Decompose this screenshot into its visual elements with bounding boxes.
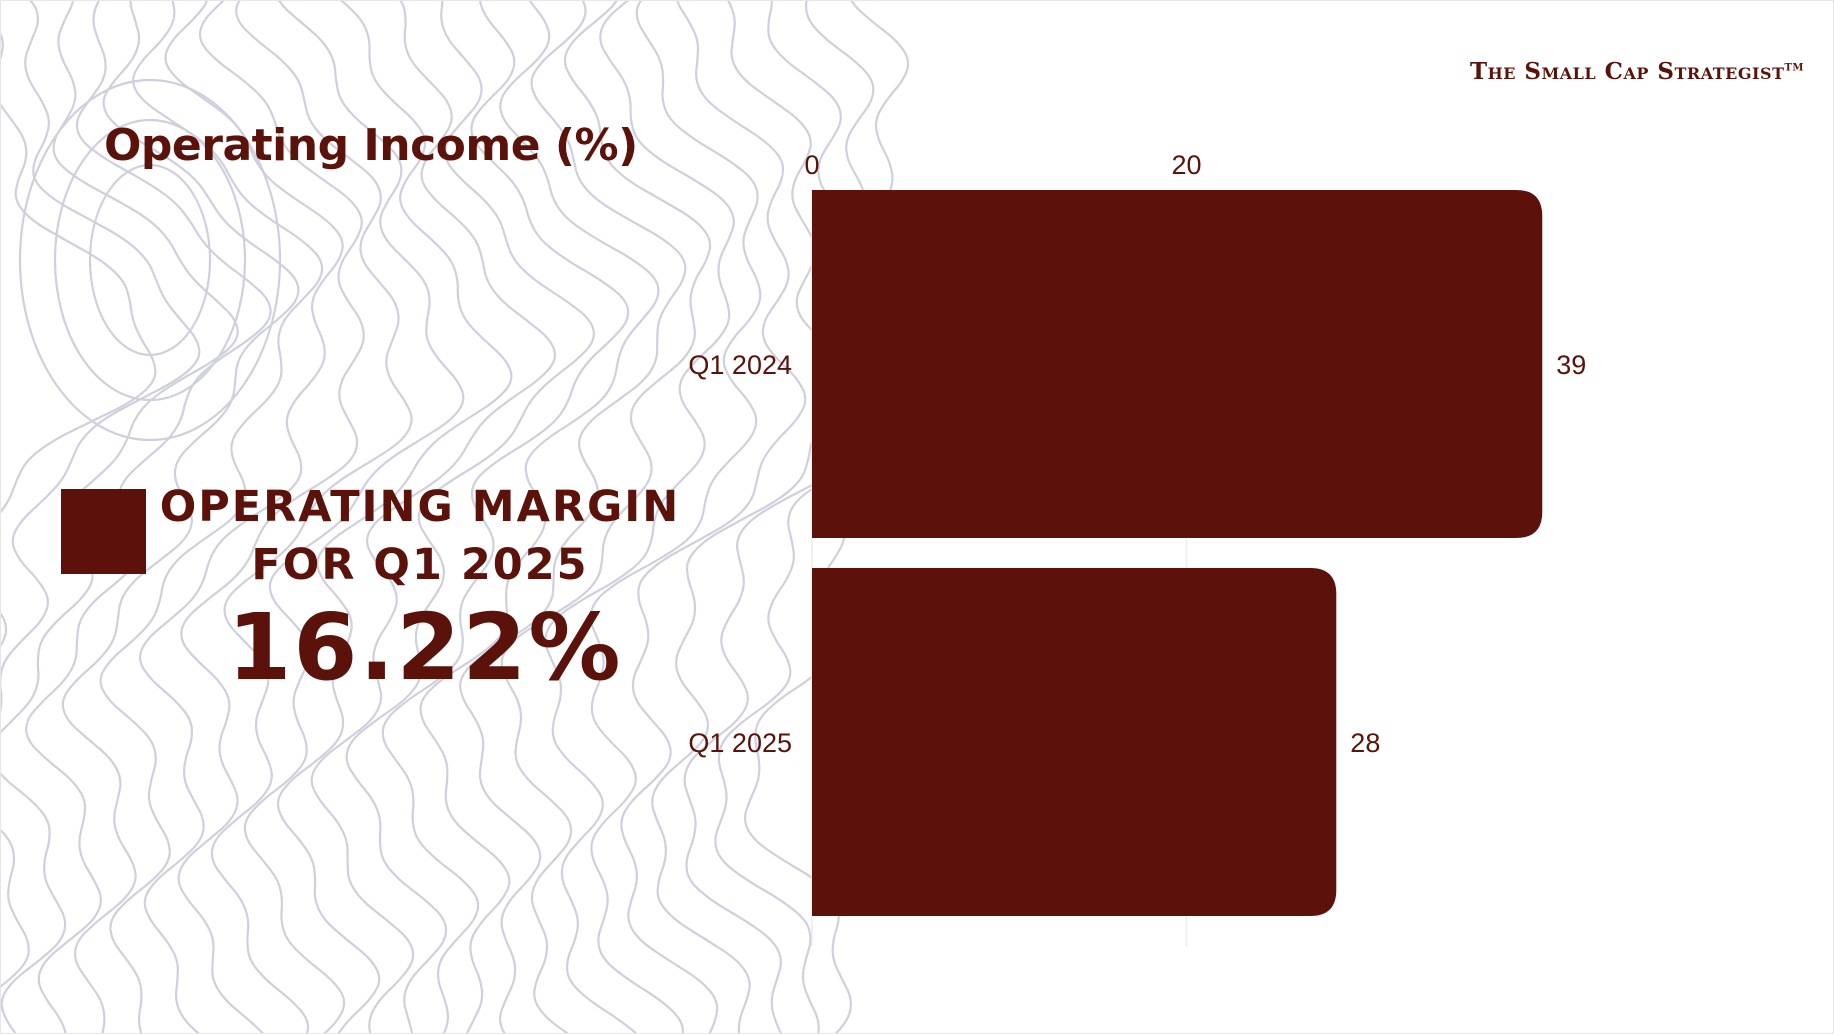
brand-logo: The Small Cap StrategistTM [1470,58,1804,85]
contour-loop [18,78,282,442]
contour-line [620,0,807,1034]
contour-line [138,0,344,1034]
kpi-value: 16.22% [227,594,623,701]
contour-loop [88,163,212,357]
data-label: 28 [1350,728,1380,758]
contour-line [61,0,300,1034]
kpi-label-line2: FOR Q1 2025 [251,540,589,590]
contour-line [419,0,660,1034]
contour-line [589,0,762,1034]
contour-line [99,0,324,1034]
contour-line [381,0,630,1034]
contour-line [651,0,853,1034]
kpi-marker-square [61,489,146,574]
kpi-label-line1: OPERATING MARGIN [159,482,681,532]
brand-trademark: TM [1784,62,1804,74]
contour-line [714,0,934,1034]
x-tick-label: 20 [1171,150,1201,180]
contour-line [210,0,413,1034]
chart-title: Operating Income (%) [104,120,638,171]
contour-line [0,0,201,989]
contour-line [459,0,687,1034]
contour-line [310,0,557,1034]
x-tick-label: 0 [804,150,819,180]
contour-line [177,0,365,1034]
contour-line [0,31,157,649]
contour-line [544,0,735,1034]
data-label: 39 [1556,350,1586,380]
contour-line [500,0,712,1034]
contour-loop [53,118,247,402]
bar-q1-2025 [812,568,1337,916]
contour-line [276,0,513,1034]
bar-q1-2024 [812,190,1543,538]
category-label: Q1 2024 [688,350,792,380]
contour-line [683,0,895,1034]
kpi-label: OPERATING MARGIN FOR Q1 2025 [150,478,690,594]
contour-line [243,0,465,1034]
brand-name: The Small Cap Strategist [1469,58,1785,85]
contour-line [345,0,595,1034]
category-label: Q1 2025 [688,728,792,758]
